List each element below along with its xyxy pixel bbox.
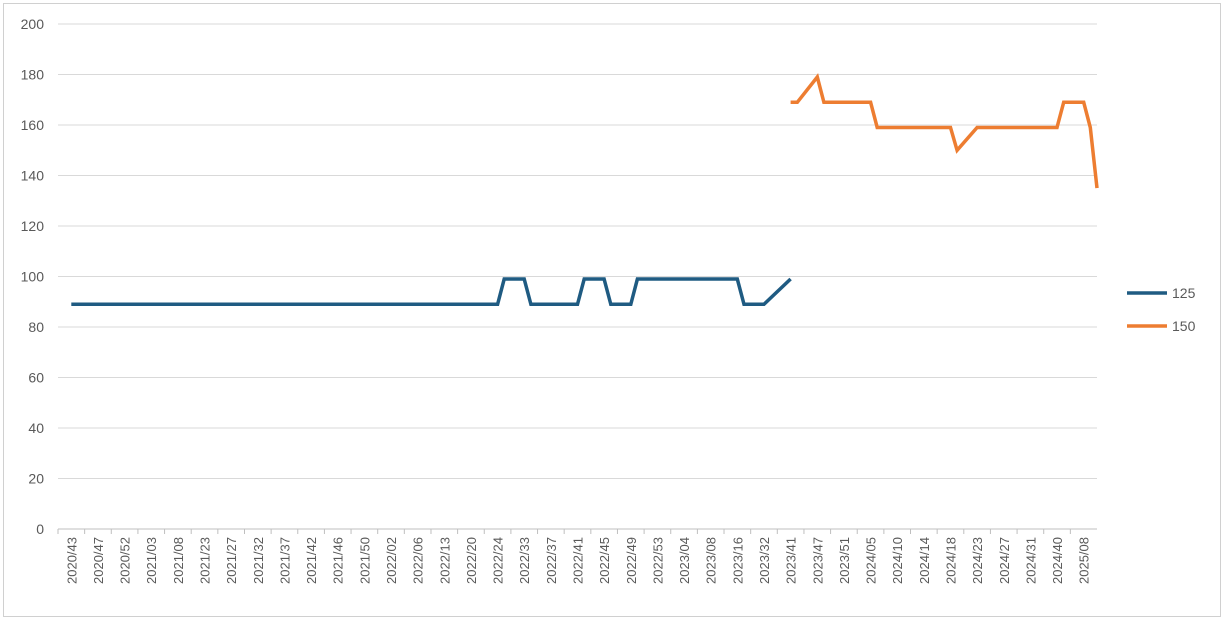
y-axis: 0 20 40 60 80 100 120 140 160 180 200 (21, 16, 45, 537)
x-tick-label: 2022/49 (624, 537, 639, 584)
x-tick-label: 2021/23 (198, 537, 213, 584)
x-tick-label: 2022/53 (650, 537, 665, 584)
x-tick-label: 2024/40 (1050, 537, 1065, 584)
x-tick-label: 2025/08 (1077, 537, 1092, 584)
legend-label-150: 150 (1172, 318, 1196, 334)
x-tick-label: 2023/04 (677, 537, 692, 584)
x-tick-label: 2023/16 (730, 537, 745, 584)
x-tick-label: 2020/47 (91, 537, 106, 584)
x-tick-label: 2022/33 (517, 537, 532, 584)
x-tick-label: 2024/18 (943, 537, 958, 584)
x-tick-label: 2021/42 (304, 537, 319, 584)
x-tick-label: 2021/37 (277, 537, 292, 584)
x-tick-label: 2022/24 (491, 537, 506, 584)
x-tick-label: 2022/02 (384, 537, 399, 584)
y-tick-label: 140 (21, 168, 45, 184)
chart-frame (3, 3, 1221, 617)
x-tick-label: 2022/06 (411, 537, 426, 584)
series-line-125 (71, 277, 792, 307)
x-tick-label: 2022/37 (544, 537, 559, 584)
x-tick-label: 2023/32 (757, 537, 772, 584)
x-tick-label: 2021/46 (331, 537, 346, 584)
x-tick-label: 2022/45 (597, 537, 612, 584)
x-axis: 2020/43 2020/47 2020/52 2021/03 2021/08 2021/… (57, 529, 1092, 584)
y-tick-label: 20 (28, 471, 44, 487)
x-tick-label: 2022/41 (571, 537, 586, 584)
x-tick-label: 2022/20 (464, 537, 479, 584)
x-tick-label: 2021/03 (144, 537, 159, 584)
y-tick-label: 0 (36, 521, 44, 537)
y-tick-label: 80 (28, 319, 44, 335)
x-tick-label: 2023/41 (784, 537, 799, 584)
x-tick-label: 2024/05 (864, 537, 879, 584)
y-tick-label: 160 (21, 117, 45, 133)
x-tick-label: 2023/47 (810, 537, 825, 584)
x-tick-label: 2024/31 (1023, 537, 1038, 584)
gridlines (58, 23, 1097, 530)
y-tick-label: 40 (28, 420, 44, 436)
y-tick-label: 200 (21, 16, 45, 32)
x-tick-label: 2021/32 (251, 537, 266, 584)
x-tick-label: 2020/52 (118, 537, 133, 584)
y-tick-label: 180 (21, 67, 45, 83)
legend-label-125: 125 (1172, 285, 1196, 301)
y-tick-label: 100 (21, 269, 45, 285)
x-tick-label: 2023/08 (704, 537, 719, 584)
x-tick-label: 2023/51 (837, 537, 852, 584)
x-tick-label: 2020/43 (64, 537, 79, 584)
y-tick-label: 120 (21, 218, 45, 234)
x-tick-label: 2021/08 (171, 537, 186, 584)
x-tick-label: 2021/50 (357, 537, 372, 584)
x-tick-label: 2024/23 (970, 537, 985, 584)
legend: 125 150 (1127, 285, 1196, 334)
x-tick-label: 2024/14 (917, 537, 932, 584)
series-lines (71, 73, 1099, 307)
x-tick-label: 2021/27 (224, 537, 239, 584)
series-line-150 (790, 73, 1099, 189)
x-tick-label: 2022/13 (437, 537, 452, 584)
x-tick-label: 2024/27 (997, 537, 1012, 584)
x-tick-label: 2024/10 (890, 537, 905, 584)
y-tick-label: 60 (28, 370, 44, 386)
